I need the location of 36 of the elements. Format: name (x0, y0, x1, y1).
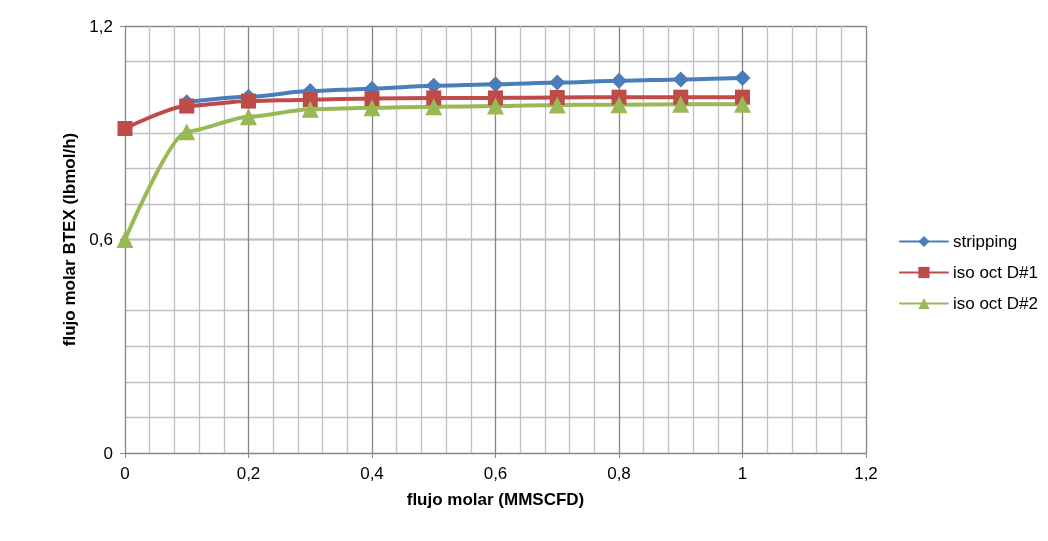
point (487, 76, 504, 93)
point (549, 74, 566, 91)
point (487, 97, 504, 115)
point (240, 108, 257, 126)
legend-label: iso oct D#2 (952, 294, 1039, 313)
point (241, 93, 256, 109)
x-tick-label: 1 (737, 464, 748, 483)
point (672, 71, 689, 88)
point (610, 96, 628, 114)
point (179, 98, 195, 114)
point (178, 123, 196, 141)
legend-label: stripping (952, 232, 1018, 251)
point (548, 96, 566, 114)
y-tick-label: 0 (103, 443, 113, 463)
point (363, 99, 381, 117)
x-tick-label: 0,8 (607, 464, 631, 483)
point (734, 95, 751, 113)
point (117, 120, 133, 136)
x-tick-label: 0,4 (360, 464, 384, 483)
point (734, 69, 751, 86)
x-tick-label: 0,2 (236, 464, 261, 483)
x-tick-label: 0 (120, 464, 130, 483)
y-axis-title: flujo molar BTEX (lbmol/h) (60, 132, 80, 347)
point (611, 72, 627, 89)
point (426, 90, 442, 106)
point (425, 98, 443, 116)
point (302, 92, 318, 108)
point (301, 100, 319, 118)
y-tick-label: 1,2 (89, 16, 113, 36)
legend-label: iso oct D#1 (952, 263, 1039, 282)
x-axis-title: flujo molar (MMSCFD) (406, 490, 585, 509)
y-tick-label: 0,6 (89, 230, 113, 249)
x-tick-label: 1,2 (854, 464, 878, 483)
point (672, 95, 690, 113)
x-tick-label: 0,6 (483, 464, 508, 483)
point (116, 231, 134, 248)
